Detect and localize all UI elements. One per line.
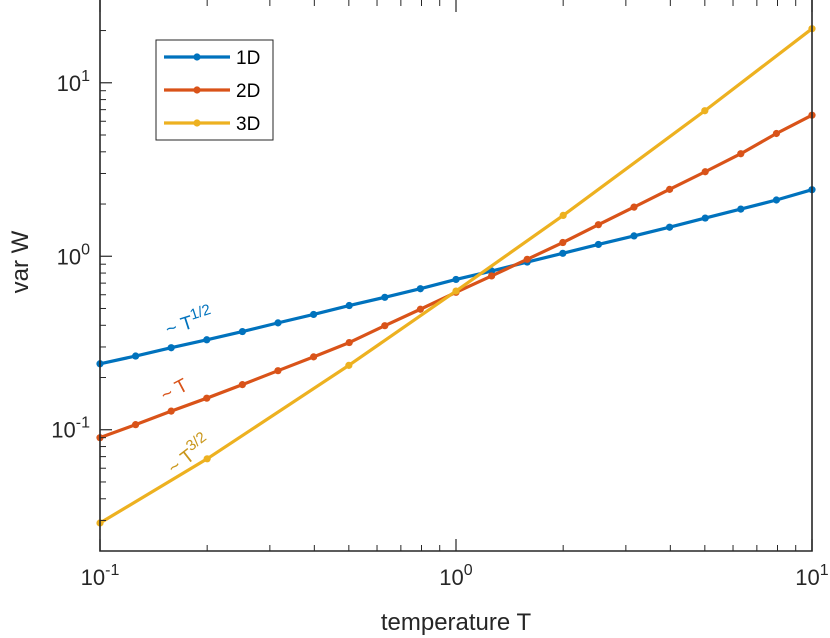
- series-2D-point: [238, 381, 247, 389]
- series-1D-point: [772, 196, 781, 204]
- series-3D-point: [701, 107, 709, 115]
- series-1D-point: [238, 327, 247, 336]
- series-2D-point: [772, 129, 781, 138]
- x-tick-label-base: 10: [439, 565, 463, 590]
- x-tick-label-base: 10: [795, 565, 819, 590]
- series-3D-point: [452, 287, 460, 295]
- series-2D-point: [381, 322, 389, 330]
- series-2D-point: [487, 272, 496, 280]
- series-2D-point: [701, 168, 709, 176]
- y-tick-label-base: 10: [57, 244, 81, 269]
- y-tick-label-exponent: -1: [76, 415, 90, 432]
- series-1D-point: [309, 310, 318, 319]
- series-2D-point: [309, 353, 318, 361]
- series-2D-point: [594, 221, 603, 229]
- series-3D-point: [345, 361, 353, 369]
- series-1D-point: [381, 293, 389, 301]
- series-2D-point: [666, 185, 674, 193]
- series-1D-point: [132, 352, 140, 360]
- series-1D-point: [416, 285, 424, 293]
- series-2D-point: [630, 203, 638, 211]
- legend: 1D 2D 3D: [155, 39, 274, 141]
- series-2D-point: [737, 150, 745, 158]
- legend-marker-1D: [193, 53, 201, 61]
- y-tick-label: 101: [57, 68, 90, 96]
- annotation-1d-exponent: 1/2: [188, 301, 213, 324]
- x-axis-label: temperature T: [381, 609, 532, 636]
- series-1D-point: [630, 232, 638, 240]
- series-1D-point: [452, 275, 460, 284]
- series-2D-point: [523, 255, 531, 263]
- legend-marker-3D: [193, 119, 201, 127]
- y-axis-label: var W: [7, 230, 34, 293]
- annotation-1d: ~ T1/2: [162, 301, 216, 341]
- y-tick-label-base: 10: [57, 71, 81, 96]
- series-2D-point: [167, 407, 175, 415]
- series-2D-point: [416, 305, 424, 313]
- series-1D-point: [559, 249, 567, 257]
- series-3D-point: [203, 455, 211, 463]
- series-1D-point: [345, 301, 353, 310]
- legend-marker-2D: [193, 86, 201, 94]
- series-2D-point: [559, 238, 567, 247]
- series-1D-point: [203, 336, 211, 344]
- series-1D-point: [701, 214, 709, 222]
- series-2D-point: [132, 421, 140, 429]
- series-1D-point: [594, 240, 603, 249]
- series-1D-point: [666, 223, 674, 231]
- x-tick-label-base: 10: [81, 565, 105, 590]
- series-2D-point: [345, 338, 353, 347]
- x-tick-label: 10-1: [81, 562, 120, 590]
- series-3D-point: [559, 211, 567, 219]
- labels-layer: temperature T var W: [7, 230, 531, 636]
- y-tick-label-exponent: 0: [81, 241, 90, 258]
- series-2D-point: [203, 394, 211, 402]
- series-1D-point: [274, 319, 282, 327]
- series-1D-point: [167, 344, 175, 352]
- series-layer: [96, 25, 816, 527]
- legend-label-3D: 3D: [236, 114, 260, 135]
- series-2D-point: [274, 367, 282, 375]
- legend-label-1D: 1D: [236, 48, 260, 69]
- x-tick-label: 100: [439, 562, 472, 590]
- y-tick-label-exponent: 1: [81, 68, 90, 85]
- x-tick-label-exponent: 1: [820, 562, 829, 579]
- series-1D-point: [487, 267, 496, 275]
- legend-label-2D: 2D: [236, 81, 260, 102]
- y-tick-label: 100: [57, 241, 90, 269]
- x-tick-label: 101: [795, 562, 828, 590]
- y-tick-label-base: 10: [51, 418, 75, 443]
- y-tick-label: 10-1: [51, 415, 90, 443]
- x-tick-label-exponent: 0: [464, 562, 473, 579]
- x-tick-label-exponent: -1: [105, 562, 119, 579]
- series-1D-point: [737, 205, 745, 213]
